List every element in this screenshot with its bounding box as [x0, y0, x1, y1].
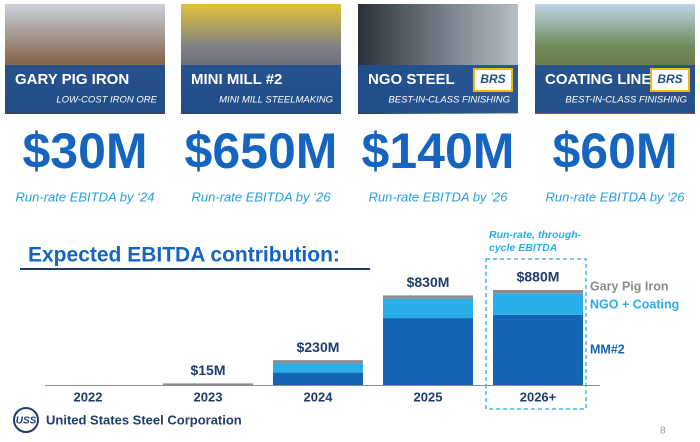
panel-caption: Run-rate EBITDA by ‘24 [16, 189, 155, 204]
total-label: $830M [407, 274, 450, 290]
panel-caption: Run-rate EBITDA by ‘26 [192, 189, 332, 204]
panel-label-band [181, 65, 341, 113]
total-label: $230M [297, 339, 340, 355]
bar-segment [493, 290, 583, 294]
page-number: 8 [660, 426, 666, 437]
annotation: Run-rate, through- [489, 229, 582, 241]
panel-value: $60M [552, 123, 677, 179]
badge-box [650, 68, 690, 92]
annotation: cycle EBITDA [489, 242, 557, 254]
legend-label: MM#2 [590, 342, 625, 356]
bar-segment [163, 383, 253, 385]
panel-subtitle: LOW-COST IRON ORE [56, 95, 157, 106]
panel-title: MINI MILL #2 [191, 71, 282, 88]
panel-title: COATING LINE [545, 71, 651, 88]
x-tick-label: 2022 [74, 389, 103, 404]
panel-title: NGO STEEL [368, 71, 455, 88]
panel-title: GARY PIG IRON [15, 71, 129, 88]
panel-value: $30M [22, 123, 147, 179]
total-label: $880M [517, 269, 560, 285]
logo: USS [16, 416, 37, 427]
bar-segment [493, 314, 583, 385]
panel-subtitle: BEST-IN-CLASS FINISHING [388, 95, 510, 106]
badge: BRS [657, 72, 682, 86]
logo-circle [13, 407, 39, 433]
panel-subtitle: MINI MILL STEELMAKING [219, 95, 333, 106]
panel-value: $650M [185, 123, 338, 179]
total-label: $15M [190, 362, 225, 378]
highlight-box [485, 258, 587, 410]
panel-subtitle: BEST-IN-CLASS FINISHING [565, 95, 687, 106]
x-tick-label: 2023 [194, 389, 223, 404]
x-tick-label: 2026+ [520, 389, 557, 404]
bar-segment [383, 318, 473, 385]
panel-label-band [5, 65, 165, 113]
legend-label: NGO + Coating [590, 297, 679, 311]
panel-caption: Run-rate EBITDA by ‘26 [369, 189, 509, 204]
badge: BRS [480, 72, 505, 86]
badge-box [473, 68, 513, 92]
company-name: United States Steel Corporation [46, 412, 242, 427]
bar-segment [383, 295, 473, 299]
bar-segment [383, 298, 473, 319]
bar-segment [273, 360, 363, 364]
panel-caption: Run-rate EBITDA by ‘26 [546, 189, 686, 204]
chart-title: Expected EBITDA contribution: [28, 244, 340, 267]
bar-segment [273, 363, 363, 373]
x-tick-label: 2025 [414, 389, 443, 404]
bar-segment [273, 372, 363, 385]
x-tick-label: 2024 [304, 389, 334, 404]
legend-label: Gary Pig Iron [590, 279, 669, 293]
panel-value: $140M [362, 123, 515, 179]
bar-segment [493, 293, 583, 315]
